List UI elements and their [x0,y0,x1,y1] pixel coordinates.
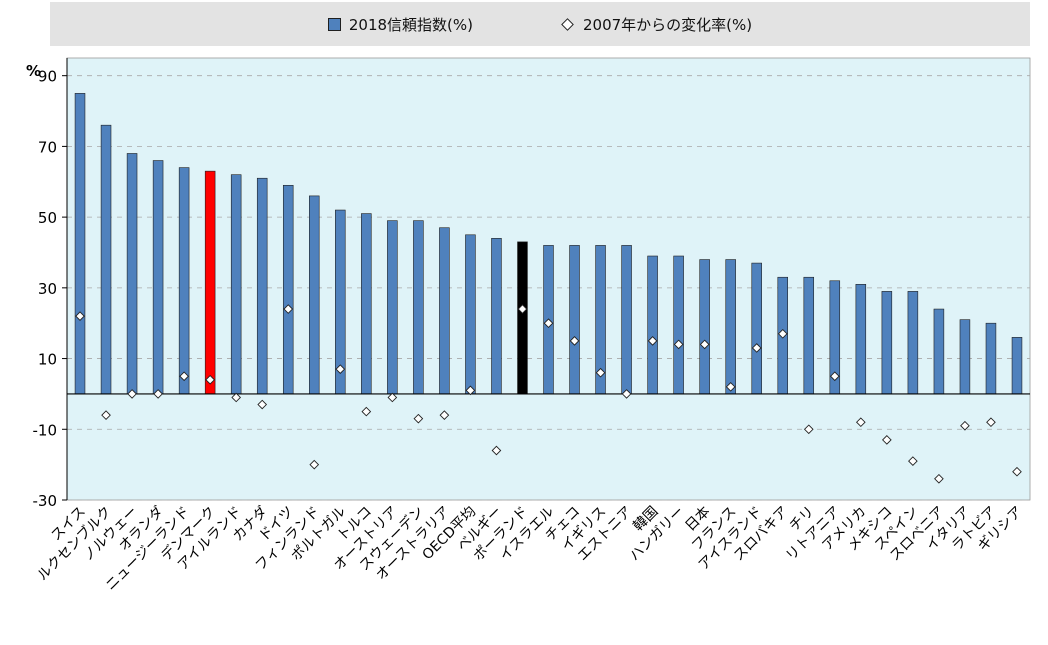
legend-item-bars: 2018信頼指数(%) [327,14,473,35]
change-marker [153,389,163,399]
bar [126,153,138,395]
bar [959,319,971,395]
y-tick-label: 50 [38,209,57,227]
bar [855,284,867,395]
bar [309,195,320,395]
y-tick-label: 70 [38,138,57,156]
change-marker [751,343,762,353]
bar [465,234,476,395]
bar [907,291,919,395]
change-marker [803,424,814,435]
bar [985,322,997,395]
change-marker [387,392,398,403]
change-marker [465,385,476,396]
bar [725,259,736,395]
change-marker [517,304,528,314]
bar [1011,337,1023,395]
change-marker [257,399,268,410]
legend-bar-swatch [327,17,341,31]
change-marker [673,339,684,350]
change-marker [829,371,840,382]
change-marker [127,389,137,399]
change-marker [960,420,970,431]
bar [387,220,398,395]
legend-label-bars: 2018信頼指数(%) [348,15,473,34]
bar [699,259,710,395]
change-marker [543,318,554,329]
bar [413,220,424,395]
change-marker [361,406,372,417]
change-marker [777,328,788,339]
bar [621,245,632,395]
bar [933,308,945,395]
change-marker [647,336,658,346]
x-tick-labels: スイスルクセンブルクノルウェーオランダニュージーランドデンマークアイルランドカナ… [34,503,1026,594]
bar [204,170,216,395]
change-marker [855,417,866,428]
change-marker [595,367,606,378]
change-marker [101,410,111,420]
change-marker [205,374,215,385]
bar [74,93,86,395]
change-marker [283,304,294,314]
bar [751,262,762,395]
y-unit-label: % [26,62,41,80]
change-marker [309,459,320,470]
y-tick-label: 10 [38,351,57,369]
y-tick-label: -30 [33,492,58,510]
change-marker [439,410,450,420]
change-marker [569,336,580,346]
change-marker [179,371,189,382]
bar [256,177,268,395]
bar [178,167,190,395]
change-marker [621,389,632,399]
bar [881,291,893,395]
bar [803,276,815,395]
change-marker [725,382,736,392]
y-tick-label: 90 [38,68,57,86]
bar [100,124,112,395]
bar [569,245,580,395]
change-markers [75,304,1022,484]
bar [361,213,372,395]
y-ticks: 90 70 50 30 10 -10 -30 [33,68,67,510]
change-marker [491,445,502,456]
change-marker [699,339,710,350]
legend-item-diamonds: 2007年からの変化率(%) [561,14,753,35]
change-marker [413,413,424,424]
legend: 2018信頼指数(%) 2007年からの変化率(%) [50,2,1030,46]
bar [517,241,528,395]
bar [673,255,684,395]
y-tick-label: -10 [33,421,58,439]
bar [491,238,502,395]
change-marker [934,473,944,484]
bar [282,184,294,395]
change-marker [335,364,346,375]
change-marker [1012,466,1022,477]
bar [230,174,242,395]
bar [439,227,450,395]
change-marker [75,311,85,321]
bars [74,93,1023,395]
change-marker [882,435,892,445]
y-tick-label: 30 [38,280,57,298]
change-marker [231,392,242,403]
bar [647,255,658,395]
bar [152,160,164,395]
legend-label-diamonds: 2007年からの変化率(%) [583,15,753,34]
change-marker [986,417,996,428]
change-marker [908,456,918,466]
